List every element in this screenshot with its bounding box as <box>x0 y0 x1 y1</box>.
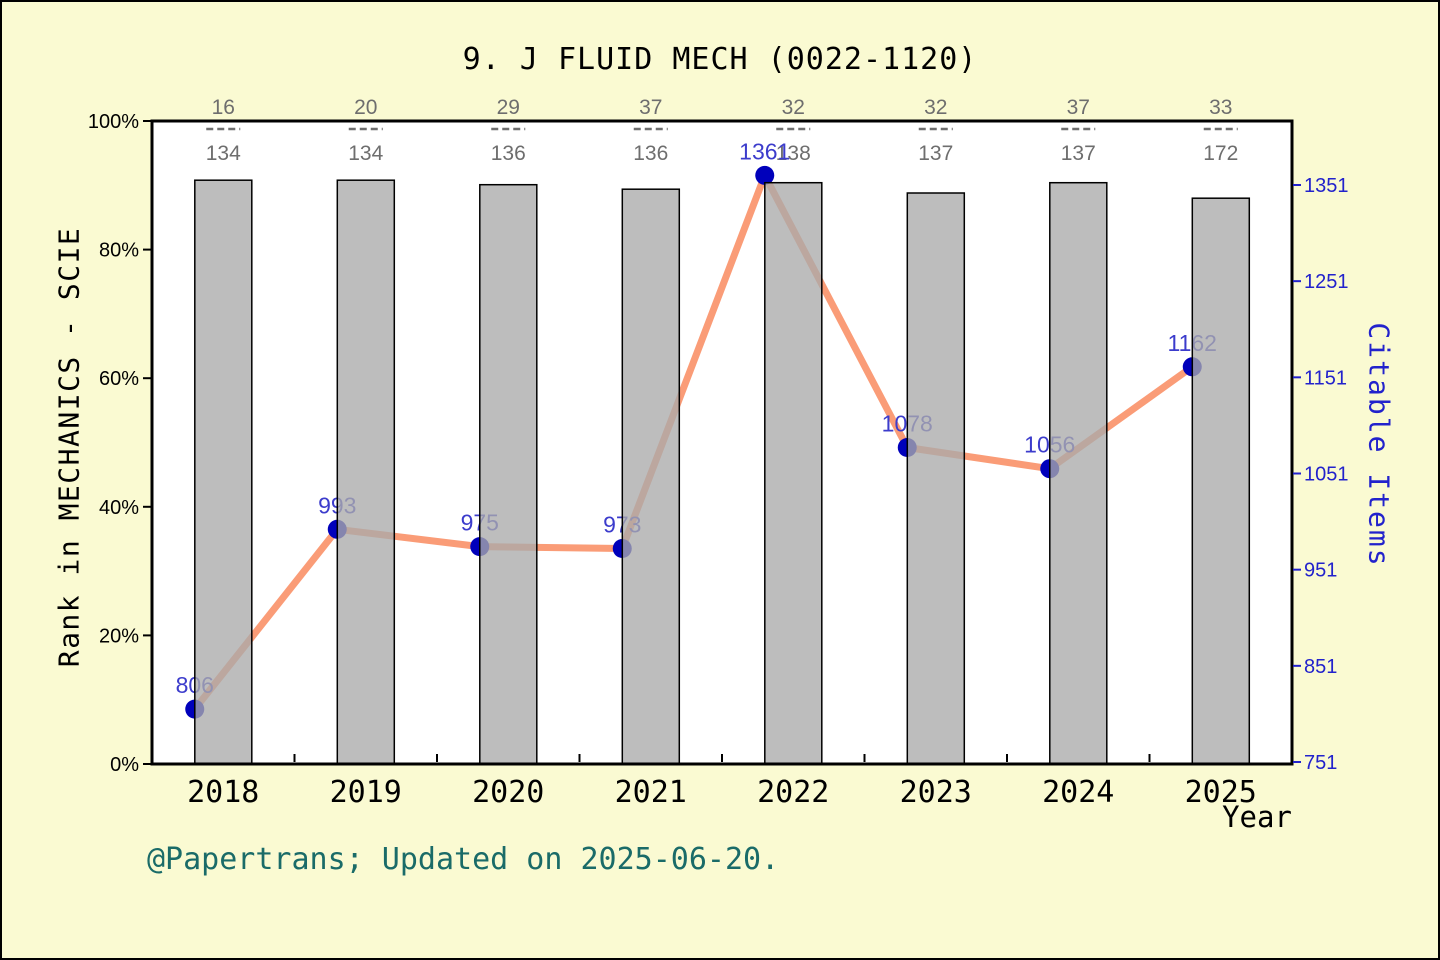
left-tick-label: 40% <box>99 497 139 519</box>
x-tick-label-2019: 2019 <box>330 775 402 810</box>
left-tick-label: 20% <box>99 625 139 647</box>
rank-fractions-group: 16 134 20 134 29 136 37 136 32 138 32 137 37 137 33 172 <box>206 96 1239 165</box>
right-tick-label: 1251 <box>1304 271 1349 293</box>
x-tick-label-2024: 2024 <box>1042 775 1114 810</box>
right-tick-label: 1351 <box>1304 175 1349 197</box>
bar-2024 <box>1049 181 1108 765</box>
right-tick-label: 951 <box>1304 560 1337 582</box>
rank-denominator-2025: 172 <box>1203 142 1238 165</box>
x-tick-label-2018: 2018 <box>187 775 259 810</box>
rank-numerator-2021: 37 <box>639 96 662 119</box>
right-tick-label: 1151 <box>1304 367 1347 389</box>
chart-title: 9. J FLUID MECH (0022-1120) <box>462 42 978 77</box>
bar-2020 <box>479 183 538 765</box>
rank-numerator-2020: 29 <box>497 96 520 119</box>
x-axis-label: Year <box>1222 800 1292 834</box>
rank-numerator-2022: 32 <box>782 96 805 119</box>
left-axis-ticks-group: 0% 20% 40% 60% 80% 100% <box>88 111 151 776</box>
right-axis-label: Citable Items <box>1362 322 1396 568</box>
plot-area <box>152 121 1292 764</box>
plot-border <box>150 119 1294 766</box>
rank-denominator-2018: 134 <box>206 142 241 165</box>
rank-denominator-2020: 136 <box>491 142 526 165</box>
rank-denominator-2023: 137 <box>918 142 953 165</box>
right-tick-label: 751 <box>1304 752 1337 774</box>
bar-2021 <box>621 188 681 765</box>
bar-2022 <box>764 181 823 765</box>
bar-2018 <box>194 179 253 765</box>
x-axis-group: 2018 2019 2020 2021 2022 2023 2024 2025 <box>187 754 1257 810</box>
bar-2019 <box>336 179 396 765</box>
rank-denominator-2022: 138 <box>776 142 811 165</box>
x-tick-label-2022: 2022 <box>757 775 829 810</box>
right-tick-label: 851 <box>1304 656 1337 678</box>
rank-denominator-2019: 134 <box>348 142 383 165</box>
rank-numerator-2018: 16 <box>212 96 235 119</box>
x-tick-label-2021: 2021 <box>615 775 687 810</box>
x-tick-label-2023: 2023 <box>900 775 972 810</box>
left-tick-label: 0% <box>110 754 139 776</box>
rank-numerator-2023: 32 <box>924 96 947 119</box>
footer-credit: @Papertrans; Updated on 2025-06-20. <box>147 842 780 877</box>
bar-2025 <box>1191 197 1251 765</box>
bar-2023 <box>906 192 966 765</box>
x-tick-label-2025: 2025 <box>1185 775 1257 810</box>
rank-numerator-2024: 37 <box>1067 96 1090 119</box>
x-tick-label-2020: 2020 <box>472 775 544 810</box>
rank-numerator-2025: 33 <box>1209 96 1232 119</box>
left-tick-label: 60% <box>99 368 139 390</box>
rank-numerator-2019: 20 <box>354 96 377 119</box>
left-tick-label: 80% <box>99 240 139 262</box>
left-axis-label: Rank in MECHANICS - SCIE <box>52 226 86 668</box>
right-tick-label: 1051 <box>1304 464 1349 486</box>
bars-group <box>194 179 1251 765</box>
rank-denominator-2024: 137 <box>1061 142 1096 165</box>
right-axis-ticks-group: 751 851 951 1051 1151 1251 1351 <box>1293 175 1349 774</box>
marker-2022 <box>755 165 775 185</box>
point-label-2022: 1361 <box>739 138 790 164</box>
rank-denominator-2021: 136 <box>633 142 668 165</box>
left-tick-label: 100% <box>88 111 139 133</box>
